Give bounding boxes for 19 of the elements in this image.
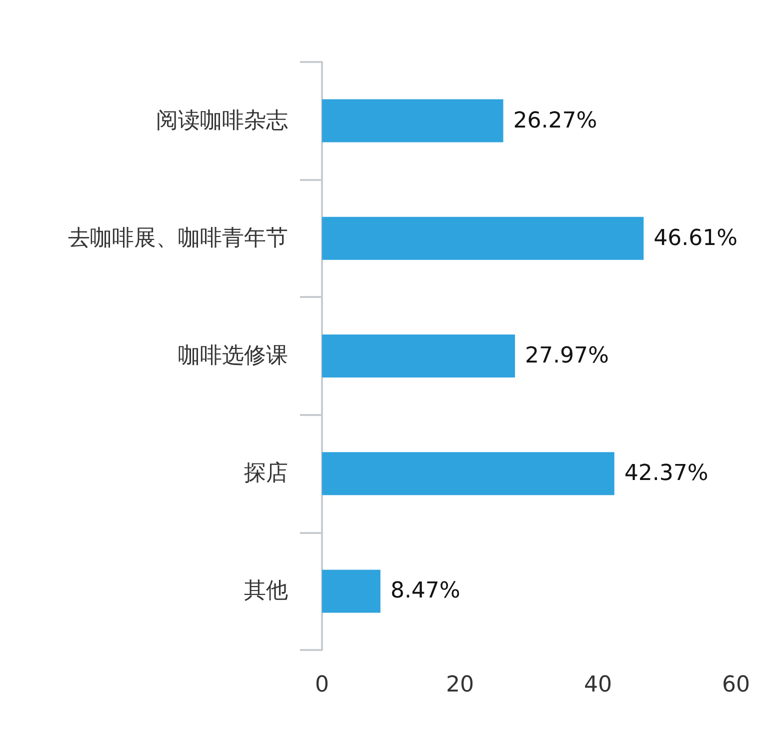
y-tick-label: 去咖啡展、咖啡青年节 xyxy=(68,226,288,251)
data-label: 27.97% xyxy=(524,344,609,368)
x-tick-label: 60 xyxy=(722,672,750,698)
y-tick-label: 咖啡选修课 xyxy=(178,344,288,368)
bar xyxy=(322,99,504,142)
x-tick-label: 20 xyxy=(446,672,474,698)
x-tick-label: 0 xyxy=(315,672,329,698)
data-label: 8.47% xyxy=(390,578,460,604)
bar xyxy=(322,334,515,378)
data-label: 26.27% xyxy=(513,108,598,134)
y-tick-label: 其他 xyxy=(244,578,288,604)
bar xyxy=(322,570,380,613)
y-tick-label: 阅读咖啡杂志 xyxy=(156,108,288,134)
bar xyxy=(322,452,614,496)
y-tick-label: 探店 xyxy=(244,461,288,486)
data-label: 42.37% xyxy=(624,461,708,486)
data-label: 46.61% xyxy=(654,226,738,251)
x-tick-label: 40 xyxy=(584,672,612,698)
bar xyxy=(322,216,644,260)
